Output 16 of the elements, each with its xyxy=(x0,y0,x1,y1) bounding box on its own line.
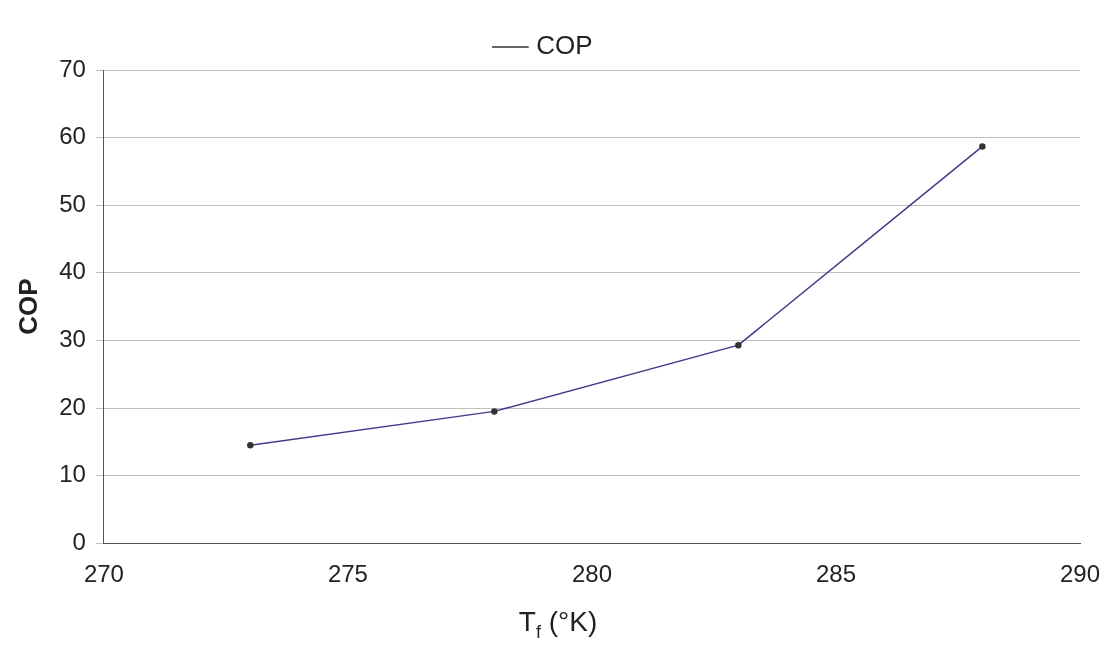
y-tick-label: 40 xyxy=(59,257,86,285)
y-tick-label: 50 xyxy=(59,189,86,217)
x-tick-label: 275 xyxy=(327,560,368,588)
y-axis-title: COP xyxy=(12,278,43,335)
x-tick-label: 285 xyxy=(815,560,856,588)
y-tick-label: 30 xyxy=(59,325,86,353)
y-tick-label: 10 xyxy=(59,460,86,488)
y-tick-label: 60 xyxy=(59,122,86,150)
x-tick-label: 280 xyxy=(571,560,612,588)
x-axis-title: T$_{f}$ (°K) xyxy=(517,606,599,643)
y-tick-label: 70 xyxy=(59,54,86,82)
legend-label: COP xyxy=(536,30,593,61)
y-tick-label: 20 xyxy=(59,392,86,420)
x-tick-label: 270 xyxy=(83,560,124,588)
x-tick-label: 290 xyxy=(1059,560,1101,588)
y-tick-label: 0 xyxy=(72,527,86,555)
